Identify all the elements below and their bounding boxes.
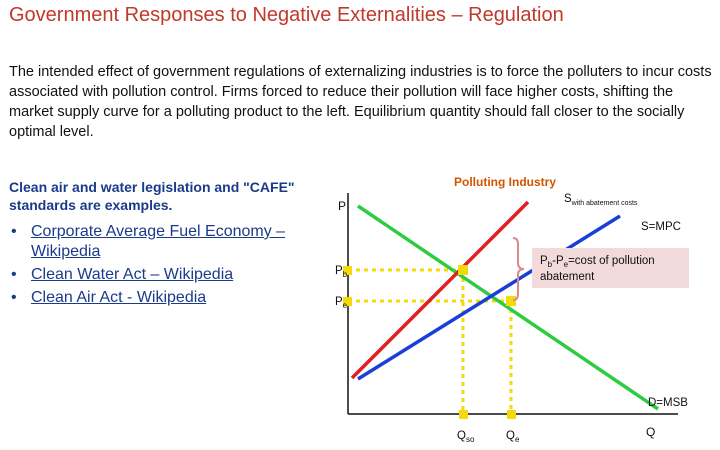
abatement-cost-note-line2: abatement [540,271,595,283]
industry-label: Polluting Industry [454,175,556,189]
regulated-equilibrium-point [458,265,468,275]
cafe-link[interactable]: Corporate Average Fuel Economy – Wikiped… [31,223,286,260]
p-axis-label: P [338,199,346,213]
qso-label: Qso [457,430,475,444]
supply-demand-diagram: Pb-Pe=cost of pollution abatement Pollut… [335,175,689,444]
pe-axis-marker [343,297,352,306]
links-list: • Corporate Average Fuel Economy – Wikip… [9,222,329,311]
pb-axis-marker [343,266,352,275]
supply-mpc-curve [357,214,621,381]
qso-axis-marker [459,410,468,419]
qe-axis-marker [507,410,516,419]
market-equilibrium-point [506,296,516,306]
supply-abatement-label: Swith abatement costs [564,193,638,207]
demand-curve [357,204,659,411]
demand-label: D=MSB [648,397,688,409]
slide-title: Government Responses to Negative Externa… [9,4,564,26]
q-axis-label: Q [646,425,655,439]
pb-label: Pb [335,265,348,279]
supply-abatement-curve [350,200,530,380]
qe-label: Qe [506,430,520,444]
abatement-cost-note-box [532,248,689,288]
price-difference-brace [512,237,525,301]
bullet-icon: • [11,266,17,283]
intro-paragraph: The intended effect of government regula… [9,64,712,140]
bullet-icon: • [11,223,17,240]
bullet-icon: • [11,289,17,306]
list-item: • Corporate Average Fuel Economy – Wikip… [9,222,329,262]
abatement-cost-note-line1: Pb-Pe=cost of pollution [540,255,655,269]
clean-air-act-link[interactable]: Clean Air Act - Wikipedia [31,289,207,306]
list-item: • Clean Water Act – Wikipedia [9,265,329,285]
list-item: • Clean Air Act - Wikipedia [9,288,329,308]
examples-heading: Clean air and water legislation and "CAF… [9,179,295,213]
supply-mpc-label: S=MPC [641,221,681,233]
pe-label: Pe [335,296,348,310]
clean-water-act-link[interactable]: Clean Water Act – Wikipedia [31,266,234,283]
